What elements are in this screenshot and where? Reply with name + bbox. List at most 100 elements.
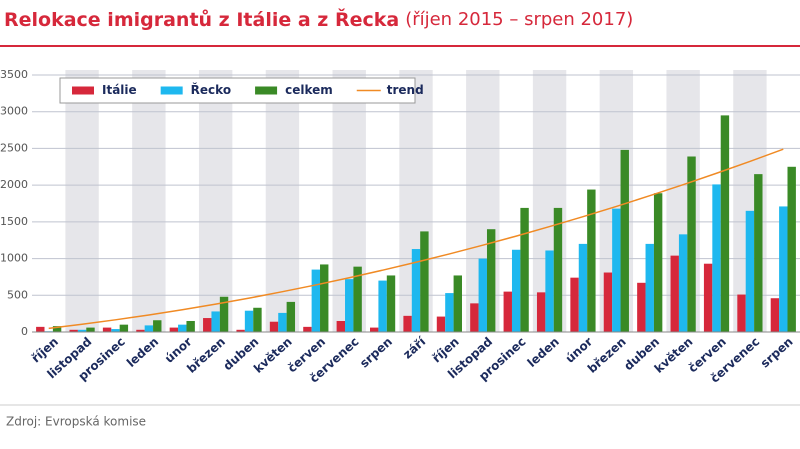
bar bbox=[436, 316, 446, 332]
bar bbox=[478, 258, 487, 332]
bar bbox=[737, 294, 746, 332]
bar bbox=[612, 208, 621, 332]
bar bbox=[178, 324, 187, 332]
plot-area: 0500100015002000250030003500říjenlistopa… bbox=[0, 68, 800, 386]
bar bbox=[219, 296, 229, 332]
y-tick-label: 2000 bbox=[0, 178, 28, 191]
bar bbox=[378, 280, 387, 332]
bar bbox=[353, 266, 362, 332]
bar bbox=[236, 329, 245, 332]
x-tick-label: srpen bbox=[357, 334, 395, 370]
bar bbox=[303, 326, 312, 332]
bar bbox=[712, 184, 721, 332]
y-tick-label: 3500 bbox=[0, 68, 28, 81]
x-tick-label: srpen bbox=[758, 334, 796, 370]
bar bbox=[503, 291, 512, 332]
bar bbox=[269, 321, 279, 332]
legend-label: Řecko bbox=[191, 82, 231, 97]
bar bbox=[278, 312, 287, 332]
bar bbox=[203, 318, 212, 332]
bar bbox=[52, 326, 62, 332]
bar bbox=[703, 263, 713, 332]
bar bbox=[587, 189, 596, 332]
bar bbox=[486, 229, 496, 332]
bar bbox=[403, 315, 412, 332]
legend-swatch bbox=[160, 86, 183, 95]
bar bbox=[320, 264, 329, 332]
bar bbox=[69, 329, 78, 332]
bar bbox=[370, 327, 379, 332]
x-tick-label: září bbox=[400, 334, 429, 362]
bar bbox=[420, 231, 429, 332]
bar bbox=[36, 326, 45, 332]
bar bbox=[453, 275, 462, 332]
y-tick-label: 0 bbox=[21, 325, 28, 338]
bar bbox=[470, 303, 479, 332]
bar bbox=[144, 325, 154, 332]
bar bbox=[286, 301, 296, 332]
bar bbox=[102, 327, 112, 332]
legend-label: trend bbox=[387, 83, 424, 97]
bar bbox=[637, 282, 646, 332]
band-stripe bbox=[198, 70, 233, 332]
bar bbox=[336, 320, 346, 332]
bar bbox=[253, 307, 262, 332]
bar bbox=[386, 275, 396, 332]
bar bbox=[86, 327, 95, 332]
bar bbox=[520, 207, 529, 332]
bar bbox=[445, 293, 454, 332]
bar bbox=[153, 320, 162, 332]
band-stripe bbox=[265, 70, 300, 332]
y-tick-label: 1000 bbox=[0, 252, 28, 265]
x-tick-label: leden bbox=[525, 334, 562, 370]
bar bbox=[536, 292, 546, 332]
bar bbox=[570, 277, 579, 332]
bar bbox=[186, 320, 195, 332]
bar bbox=[311, 269, 321, 332]
bar bbox=[169, 327, 179, 332]
bar bbox=[770, 298, 780, 332]
x-tick-label: leden bbox=[124, 334, 161, 370]
y-tick-label: 500 bbox=[7, 288, 28, 301]
y-tick-label: 1500 bbox=[0, 215, 28, 228]
bar bbox=[687, 156, 696, 332]
bar bbox=[670, 255, 679, 332]
legend-label: Itálie bbox=[102, 83, 137, 97]
bar bbox=[678, 234, 688, 332]
bar bbox=[745, 210, 755, 332]
bar bbox=[111, 329, 120, 332]
bar bbox=[553, 207, 563, 332]
trend-line bbox=[48, 148, 784, 330]
legend-label: celkem bbox=[285, 83, 333, 97]
bar bbox=[603, 272, 613, 332]
bar bbox=[411, 249, 421, 332]
bar bbox=[653, 193, 663, 332]
legend-swatch bbox=[72, 86, 94, 95]
chart-heading: Relokace imigrantů z Itálie a z Řecka (ří… bbox=[4, 8, 633, 31]
bar bbox=[136, 329, 145, 332]
legend-swatch bbox=[255, 86, 278, 95]
bar bbox=[511, 249, 521, 332]
bar bbox=[211, 311, 220, 332]
bar bbox=[720, 115, 730, 332]
bar bbox=[345, 279, 354, 332]
band-stripe bbox=[65, 70, 99, 332]
chart-title: Relokace imigrantů z Itálie a z Řecka bbox=[4, 8, 399, 31]
bar bbox=[779, 206, 788, 332]
bar bbox=[119, 324, 129, 332]
bar bbox=[620, 149, 629, 332]
bar bbox=[645, 243, 654, 332]
source: Zdroj: Evropská komise bbox=[6, 415, 146, 429]
bar bbox=[578, 243, 588, 332]
bar bbox=[754, 174, 763, 332]
y-tick-label: 3000 bbox=[0, 105, 28, 118]
bar bbox=[77, 329, 87, 332]
bar bbox=[244, 310, 254, 332]
y-tick-label: 2500 bbox=[0, 141, 28, 154]
band-stripe bbox=[132, 70, 166, 332]
bar bbox=[787, 166, 796, 332]
bar bbox=[545, 250, 554, 332]
legend-box bbox=[59, 77, 416, 104]
chart-subtitle: (říjen 2015 – srpen 2017) bbox=[405, 9, 633, 30]
